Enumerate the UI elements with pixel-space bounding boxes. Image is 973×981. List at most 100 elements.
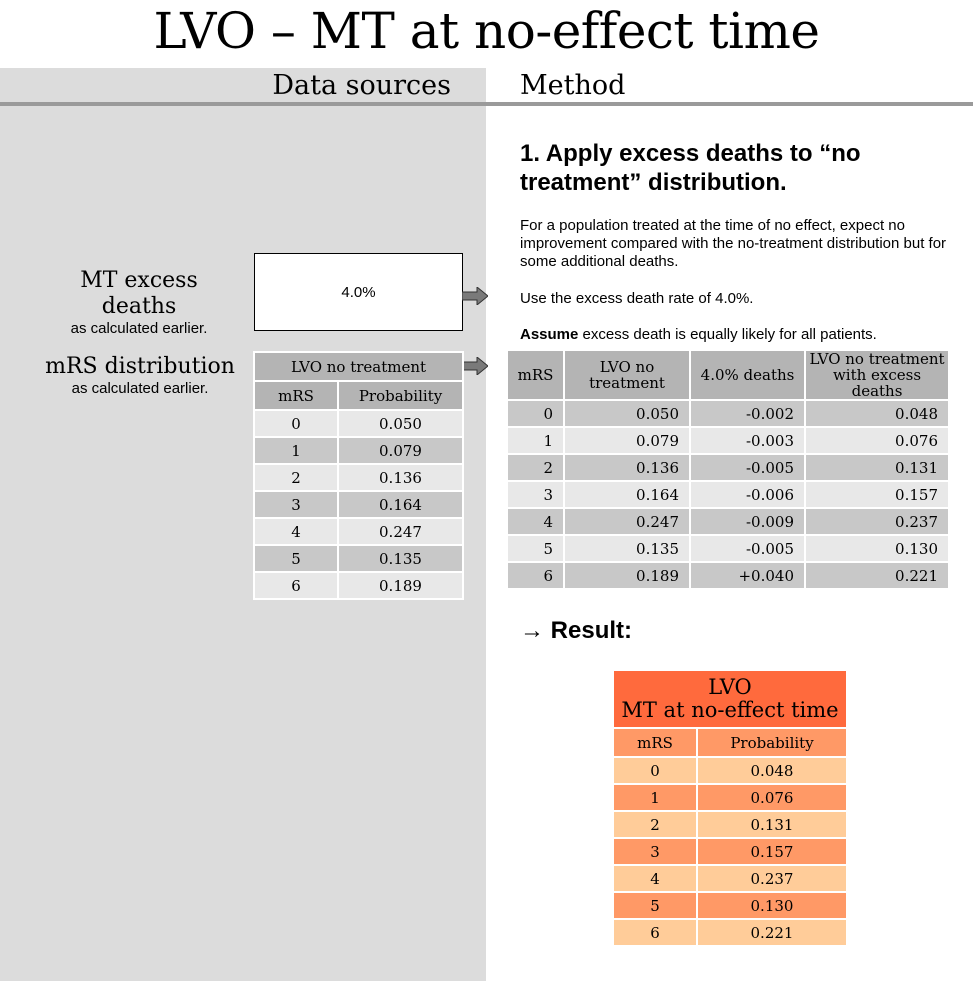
- table-cell: 0: [506, 399, 565, 428]
- table-cell: 0.247: [337, 517, 464, 546]
- table-cell: +0.040: [689, 561, 806, 590]
- table-cell: 0.079: [337, 436, 464, 465]
- section-divider-right: [486, 102, 973, 106]
- table-cell: 0.157: [804, 480, 950, 509]
- table-cell: 0.130: [696, 891, 848, 920]
- table-row: 4 0.237: [612, 864, 848, 893]
- lvo-no-treatment-table: LVO no treatment mRS Probability 0 0.050 …: [253, 351, 464, 600]
- table-cell: -0.005: [689, 534, 806, 563]
- table-cell: 0.135: [563, 534, 691, 563]
- table-cell: 0.189: [337, 571, 464, 600]
- table-cell: 0.136: [337, 463, 464, 492]
- result-table-title: LVO MT at no-effect time: [612, 669, 848, 728]
- table-cell: 0.237: [696, 864, 848, 893]
- table-cell: 5: [253, 544, 339, 573]
- table-cell: 3: [506, 480, 565, 509]
- table-row: 1 0.079 -0.003 0.076: [506, 426, 950, 455]
- table-row: 0 0.048: [612, 756, 848, 785]
- table-row: 6 0.221: [612, 918, 848, 947]
- table-cell: 0.221: [696, 918, 848, 947]
- table-row: 0 0.050 -0.002 0.048: [506, 399, 950, 428]
- table-cell: -0.009: [689, 507, 806, 536]
- table-cell: 0.136: [563, 453, 691, 482]
- table-row: 4 0.247: [253, 517, 464, 546]
- page-title: LVO – MT at no-effect time: [153, 2, 820, 60]
- table-cell: 0.157: [696, 837, 848, 866]
- table-cell: 2: [612, 810, 698, 839]
- column-header: mRS: [612, 727, 698, 758]
- table-cell: 3: [253, 490, 339, 519]
- table-cell: 0.247: [563, 507, 691, 536]
- table-cell: 0.164: [563, 480, 691, 509]
- table-cell: -0.002: [689, 399, 806, 428]
- section-divider-left: [0, 102, 486, 106]
- excess-deaths-sublabel: as calculated earlier.: [70, 320, 208, 337]
- table-cell: 0.050: [337, 409, 464, 438]
- table-row: 3 0.164: [253, 490, 464, 519]
- column-header: LVO no treatment: [563, 349, 691, 401]
- step-heading: 1. Apply excess deaths to “no treatment”…: [520, 140, 861, 196]
- table-row: 1 0.079: [253, 436, 464, 465]
- excess-deaths-value: 4.0%: [341, 283, 376, 301]
- table-row: 4 0.247 -0.009 0.237: [506, 507, 950, 536]
- table-cell: 0.130: [804, 534, 950, 563]
- table-row: 2 0.131: [612, 810, 848, 839]
- arrow-right-icon: [462, 287, 488, 305]
- table-cell: 0.048: [696, 756, 848, 785]
- table-row: 6 0.189 +0.040 0.221: [506, 561, 950, 590]
- table-title: LVO no treatment: [253, 351, 464, 382]
- table-cell: 0.079: [563, 426, 691, 455]
- table-cell: 5: [506, 534, 565, 563]
- result-label: → Result:: [520, 617, 633, 644]
- result-title-line1: LVO: [708, 675, 752, 699]
- table-cell: 0.135: [337, 544, 464, 573]
- assume-keyword: Assume: [520, 326, 579, 343]
- mrs-distribution-sublabel: as calculated earlier.: [71, 380, 209, 397]
- table-row: 5 0.135: [253, 544, 464, 573]
- excess-deaths-label-group: MT excess deaths as calculated earlier.: [40, 268, 238, 338]
- table-cell: 3: [612, 837, 698, 866]
- table-cell: 0.076: [804, 426, 950, 455]
- data-sources-heading: Data sources: [0, 68, 486, 104]
- table-cell: 0: [253, 409, 339, 438]
- result-title-line2: MT at no-effect time: [621, 698, 839, 722]
- table-row: 3 0.157: [612, 837, 848, 866]
- column-header: LVO no treatment with excess deaths: [804, 349, 950, 401]
- table-cell: -0.003: [689, 426, 806, 455]
- table-row: 6 0.189: [253, 571, 464, 600]
- table-cell: 6: [253, 571, 339, 600]
- table-row: 5 0.130: [612, 891, 848, 920]
- table-cell: 1: [253, 436, 339, 465]
- table-cell: 0.131: [804, 453, 950, 482]
- method-paragraph: Use the excess death rate of 4.0%.: [520, 290, 754, 307]
- column-header: mRS: [506, 349, 565, 401]
- table-row: 2 0.136: [253, 463, 464, 492]
- table-cell: 1: [506, 426, 565, 455]
- data-sources-label: Data sources: [272, 70, 451, 101]
- assumption-text: excess death is equally likely for all p…: [578, 326, 877, 343]
- table-cell: 0.076: [696, 783, 848, 812]
- table-cell: 2: [506, 453, 565, 482]
- table-cell: -0.006: [689, 480, 806, 509]
- table-cell: 0: [612, 756, 698, 785]
- excess-deaths-value-box: 4.0%: [254, 253, 463, 331]
- mrs-distribution-label-group: mRS distribution as calculated earlier.: [40, 354, 240, 398]
- arrow-right-icon: [462, 357, 488, 375]
- table-cell: 0.221: [804, 561, 950, 590]
- table-cell: 6: [506, 561, 565, 590]
- column-header: Probability: [696, 727, 848, 758]
- table-cell: 0.189: [563, 561, 691, 590]
- mrs-distribution-label: mRS distribution: [45, 354, 235, 379]
- table-cell: 4: [253, 517, 339, 546]
- table-cell: 0.048: [804, 399, 950, 428]
- table-cell: 0.164: [337, 490, 464, 519]
- table-cell: 6: [612, 918, 698, 947]
- table-cell: 4: [612, 864, 698, 893]
- column-header: mRS: [253, 380, 339, 411]
- table-cell: -0.005: [689, 453, 806, 482]
- excess-deaths-calculation-table: mRS LVO no treatment 4.0% deaths LVO no …: [506, 349, 950, 590]
- table-row: 0 0.050: [253, 409, 464, 438]
- table-row: 3 0.164 -0.006 0.157: [506, 480, 950, 509]
- table-cell: 4: [506, 507, 565, 536]
- column-header: 4.0% deaths: [689, 349, 806, 401]
